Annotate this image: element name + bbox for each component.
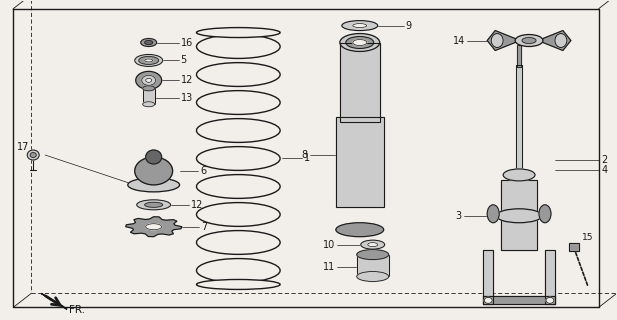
Text: 3: 3 bbox=[455, 211, 462, 221]
Text: 16: 16 bbox=[181, 37, 193, 47]
Bar bbox=[569, 243, 579, 251]
Ellipse shape bbox=[30, 153, 36, 157]
Polygon shape bbox=[41, 293, 67, 309]
Text: 15: 15 bbox=[582, 233, 594, 242]
Ellipse shape bbox=[503, 169, 535, 181]
Ellipse shape bbox=[135, 157, 173, 185]
Ellipse shape bbox=[340, 34, 379, 52]
Text: 10: 10 bbox=[323, 240, 335, 250]
Ellipse shape bbox=[196, 28, 280, 37]
Bar bbox=[517, 45, 521, 68]
Ellipse shape bbox=[342, 20, 378, 31]
Ellipse shape bbox=[491, 34, 503, 47]
Ellipse shape bbox=[142, 76, 155, 85]
Text: 5: 5 bbox=[181, 55, 187, 65]
Ellipse shape bbox=[487, 205, 499, 223]
Bar bbox=[516, 65, 522, 175]
Text: 1: 1 bbox=[304, 153, 310, 163]
Ellipse shape bbox=[145, 202, 163, 207]
Bar bbox=[516, 65, 522, 175]
Ellipse shape bbox=[368, 243, 378, 247]
Bar bbox=[340, 43, 379, 122]
Bar bbox=[340, 43, 379, 122]
Ellipse shape bbox=[146, 78, 152, 82]
Bar bbox=[357, 255, 389, 276]
Ellipse shape bbox=[145, 59, 152, 62]
Bar bbox=[336, 117, 384, 207]
Polygon shape bbox=[543, 31, 571, 51]
Ellipse shape bbox=[546, 297, 554, 303]
Bar bbox=[483, 250, 493, 304]
Bar bbox=[143, 88, 155, 104]
Ellipse shape bbox=[357, 250, 389, 260]
Ellipse shape bbox=[496, 209, 542, 223]
Polygon shape bbox=[126, 217, 181, 237]
Ellipse shape bbox=[146, 224, 162, 230]
Ellipse shape bbox=[555, 34, 567, 47]
Text: 11: 11 bbox=[323, 261, 335, 272]
Ellipse shape bbox=[484, 297, 492, 303]
Text: 13: 13 bbox=[181, 93, 193, 103]
Ellipse shape bbox=[522, 37, 536, 44]
Bar bbox=[501, 180, 537, 250]
Text: FR.: FR. bbox=[69, 305, 85, 315]
Bar bbox=[545, 250, 555, 304]
Bar bbox=[483, 296, 555, 304]
Text: 17: 17 bbox=[17, 142, 30, 152]
Bar bbox=[357, 255, 389, 276]
Text: 12: 12 bbox=[191, 200, 203, 210]
Ellipse shape bbox=[141, 38, 157, 46]
Text: 2: 2 bbox=[602, 155, 608, 165]
Bar bbox=[483, 250, 493, 304]
Ellipse shape bbox=[539, 205, 551, 223]
Ellipse shape bbox=[361, 240, 384, 249]
Text: 12: 12 bbox=[181, 75, 193, 85]
Ellipse shape bbox=[136, 71, 162, 89]
Bar bbox=[336, 117, 384, 207]
Ellipse shape bbox=[135, 54, 163, 67]
Ellipse shape bbox=[515, 35, 543, 46]
Text: 8: 8 bbox=[301, 150, 307, 160]
Ellipse shape bbox=[336, 223, 384, 237]
Text: 9: 9 bbox=[405, 20, 412, 31]
Ellipse shape bbox=[196, 279, 280, 289]
Polygon shape bbox=[487, 31, 515, 51]
Ellipse shape bbox=[145, 41, 152, 44]
Bar bbox=[569, 243, 579, 251]
Ellipse shape bbox=[137, 200, 171, 210]
Ellipse shape bbox=[139, 56, 159, 64]
Ellipse shape bbox=[346, 36, 374, 49]
Ellipse shape bbox=[143, 86, 155, 91]
Bar bbox=[517, 45, 521, 68]
Ellipse shape bbox=[128, 178, 180, 192]
Ellipse shape bbox=[27, 150, 39, 160]
Text: 6: 6 bbox=[201, 166, 207, 176]
Ellipse shape bbox=[143, 102, 155, 107]
Text: 4: 4 bbox=[602, 165, 608, 175]
Ellipse shape bbox=[357, 271, 389, 282]
Ellipse shape bbox=[353, 40, 366, 45]
Text: 14: 14 bbox=[453, 36, 465, 45]
Bar bbox=[501, 180, 537, 250]
Bar bbox=[143, 88, 155, 104]
Ellipse shape bbox=[146, 150, 162, 164]
Text: 7: 7 bbox=[202, 222, 208, 232]
Bar bbox=[483, 296, 555, 304]
Bar bbox=[545, 250, 555, 304]
Ellipse shape bbox=[353, 24, 366, 28]
